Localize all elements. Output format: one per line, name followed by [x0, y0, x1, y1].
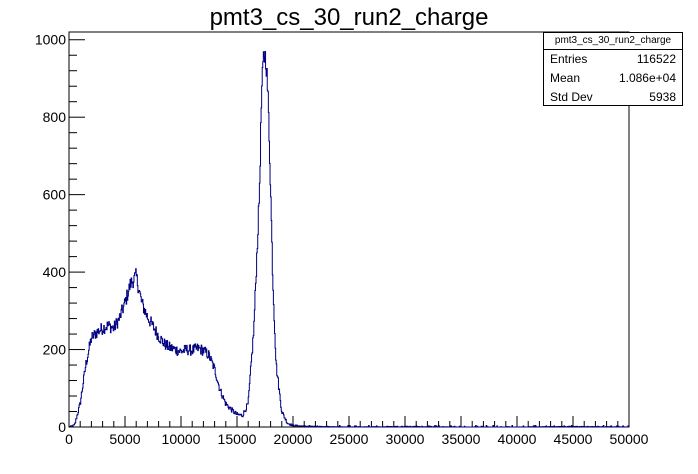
histogram-line: [68, 51, 629, 428]
stats-stddev-value: 5938: [649, 90, 676, 104]
x-tick-label: 10000: [162, 431, 201, 447]
x-tick-label: 45000: [554, 431, 593, 447]
stats-mean-label: Mean: [550, 71, 581, 85]
histogram-layer: [68, 51, 629, 428]
y-tick-label: 200: [43, 342, 67, 358]
x-tick-label: 0: [65, 431, 73, 447]
stats-stddev-row: Std Dev 5938: [544, 88, 682, 107]
chart-title: pmt3_cs_30_run2_charge: [209, 4, 489, 31]
stats-mean-value: 1.086e+04: [618, 71, 676, 85]
x-tick-label: 35000: [442, 431, 481, 447]
x-tick-label: 25000: [330, 431, 369, 447]
stats-mean-row: Mean 1.086e+04: [544, 69, 682, 88]
x-tick-label: 30000: [386, 431, 425, 447]
x-tick-label: 50000: [610, 431, 649, 447]
x-tick-label: 40000: [498, 431, 537, 447]
y-tick-label: 800: [43, 109, 67, 125]
stats-box: pmt3_cs_30_run2_charge Entries 116522 Me…: [543, 32, 683, 106]
stats-title: pmt3_cs_30_run2_charge: [544, 33, 682, 50]
x-tick-label: 15000: [218, 431, 257, 447]
y-tick-label: 400: [43, 264, 67, 280]
y-tick-label: 0: [58, 419, 66, 435]
y-tick-label: 600: [43, 187, 67, 203]
stats-entries-row: Entries 116522: [544, 50, 682, 69]
stats-entries-value: 116522: [636, 52, 676, 66]
stats-entries-label: Entries: [550, 52, 588, 66]
stats-stddev-label: Std Dev: [550, 90, 593, 104]
y-tick-label: 1000: [35, 32, 66, 48]
axis-layer: 0 5000 10000 15000 20000 25000 30000 35000 40000…: [35, 32, 649, 447]
x-tick-label: 20000: [274, 431, 313, 447]
x-tick-label: 5000: [109, 431, 140, 447]
